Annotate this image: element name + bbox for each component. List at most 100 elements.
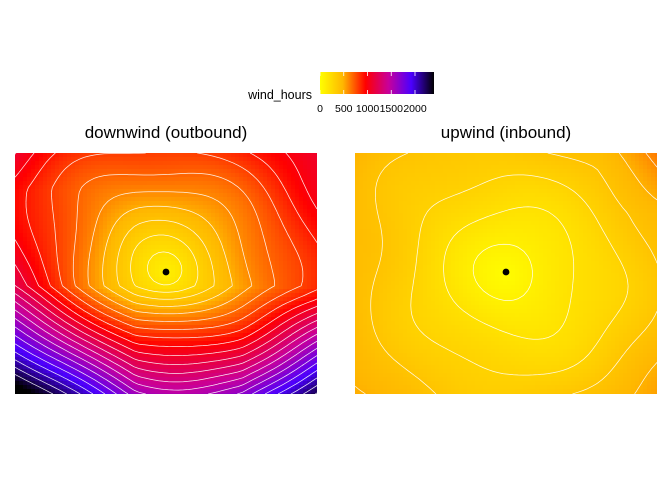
heat-cell: [59, 193, 64, 198]
heat-cell: [83, 161, 88, 166]
heat-cell: [35, 393, 40, 394]
heat-cell: [127, 317, 132, 322]
heat-cell: [239, 385, 244, 390]
heat-cell: [259, 153, 264, 158]
heat-cell: [55, 349, 60, 354]
heat-cell: [27, 325, 32, 330]
heat-cell: [231, 225, 236, 230]
heat-cell: [39, 273, 44, 278]
heat-cell: [299, 337, 304, 342]
heat-cell: [211, 257, 216, 262]
heat-cell: [283, 273, 288, 278]
heat-cell: [147, 209, 152, 214]
heat-cell: [295, 161, 300, 166]
heat-cell: [555, 157, 560, 162]
heat-cell: [135, 161, 140, 166]
heat-cell: [87, 281, 92, 286]
heat-cell: [247, 245, 252, 250]
heat-cell: [291, 181, 296, 186]
heat-cell: [175, 285, 180, 290]
heat-cell: [247, 277, 252, 282]
heat-cell: [35, 265, 40, 270]
heat-cell: [311, 369, 316, 374]
heat-cell: [135, 205, 140, 210]
heat-cell: [115, 173, 120, 178]
heat-cell: [227, 237, 232, 242]
heat-cell: [135, 277, 140, 282]
heat-cell: [51, 253, 56, 258]
heat-cell: [119, 249, 124, 254]
panel-title-upwind: upwind (inbound): [441, 123, 571, 142]
heat-cell: [271, 173, 276, 178]
heat-cell: [63, 385, 68, 390]
heat-cell: [267, 225, 272, 230]
heat-cell: [159, 245, 164, 250]
heat-cell: [239, 169, 244, 174]
heat-cell: [247, 181, 252, 186]
heat-cell: [183, 345, 188, 350]
heat-cell: [19, 257, 24, 262]
heat-cell: [263, 257, 268, 262]
heat-cell: [39, 261, 44, 266]
heat-cell: [267, 193, 272, 198]
heat-cell: [411, 165, 416, 170]
heat-cell: [51, 185, 56, 190]
heat-cell: [31, 385, 36, 390]
heat-cell: [219, 389, 224, 394]
heat-cell: [143, 333, 148, 338]
heat-cell: [155, 389, 160, 394]
heat-cell: [111, 369, 116, 374]
heat-cell: [307, 353, 312, 358]
heat-cell: [95, 381, 100, 386]
heat-cell: [67, 369, 72, 374]
heat-cell: [183, 297, 188, 302]
heat-cell: [115, 209, 120, 214]
heat-cell: [295, 337, 300, 342]
heat-cell: [303, 169, 308, 174]
heat-cell: [159, 329, 164, 334]
heat-cell: [295, 237, 300, 242]
heat-cell: [143, 381, 148, 386]
heat-cell: [43, 273, 48, 278]
heat-cell: [295, 245, 300, 250]
heat-cell: [279, 237, 284, 242]
heat-cell: [259, 301, 264, 306]
heat-cell: [163, 205, 168, 210]
heat-cell: [91, 357, 96, 362]
heat-cell: [207, 225, 212, 230]
heat-cell: [183, 293, 188, 298]
heat-cell: [51, 249, 56, 254]
heat-cell: [123, 189, 128, 194]
heat-cell: [63, 157, 68, 162]
heat-cell: [67, 229, 72, 234]
heat-cell: [139, 165, 144, 170]
heat-cell: [191, 233, 196, 238]
heat-cell: [251, 265, 256, 270]
heat-cell: [267, 185, 272, 190]
heat-cell: [251, 293, 256, 298]
heat-cell: [211, 381, 216, 386]
heat-cell: [31, 253, 36, 258]
heat-cell: [79, 157, 84, 162]
heat-cell: [15, 261, 20, 266]
heat-cell: [151, 177, 156, 182]
heat-cell: [279, 205, 284, 210]
heat-cell: [127, 181, 132, 186]
heat-cell: [247, 389, 252, 394]
heat-cell: [539, 161, 544, 166]
heat-cell: [215, 257, 220, 262]
heat-cell: [147, 285, 152, 290]
heat-cell: [75, 373, 80, 378]
heat-cell: [163, 209, 168, 214]
heat-cell: [203, 329, 208, 334]
heat-cell: [207, 365, 212, 370]
heat-cell: [147, 153, 152, 158]
heat-cell: [643, 161, 648, 166]
heat-cell: [71, 173, 76, 178]
heat-cell: [155, 285, 160, 290]
heat-cell: [179, 345, 184, 350]
heat-cell: [103, 237, 108, 242]
heat-cell: [187, 193, 192, 198]
heat-cell: [15, 229, 20, 234]
heat-cell: [15, 217, 20, 222]
